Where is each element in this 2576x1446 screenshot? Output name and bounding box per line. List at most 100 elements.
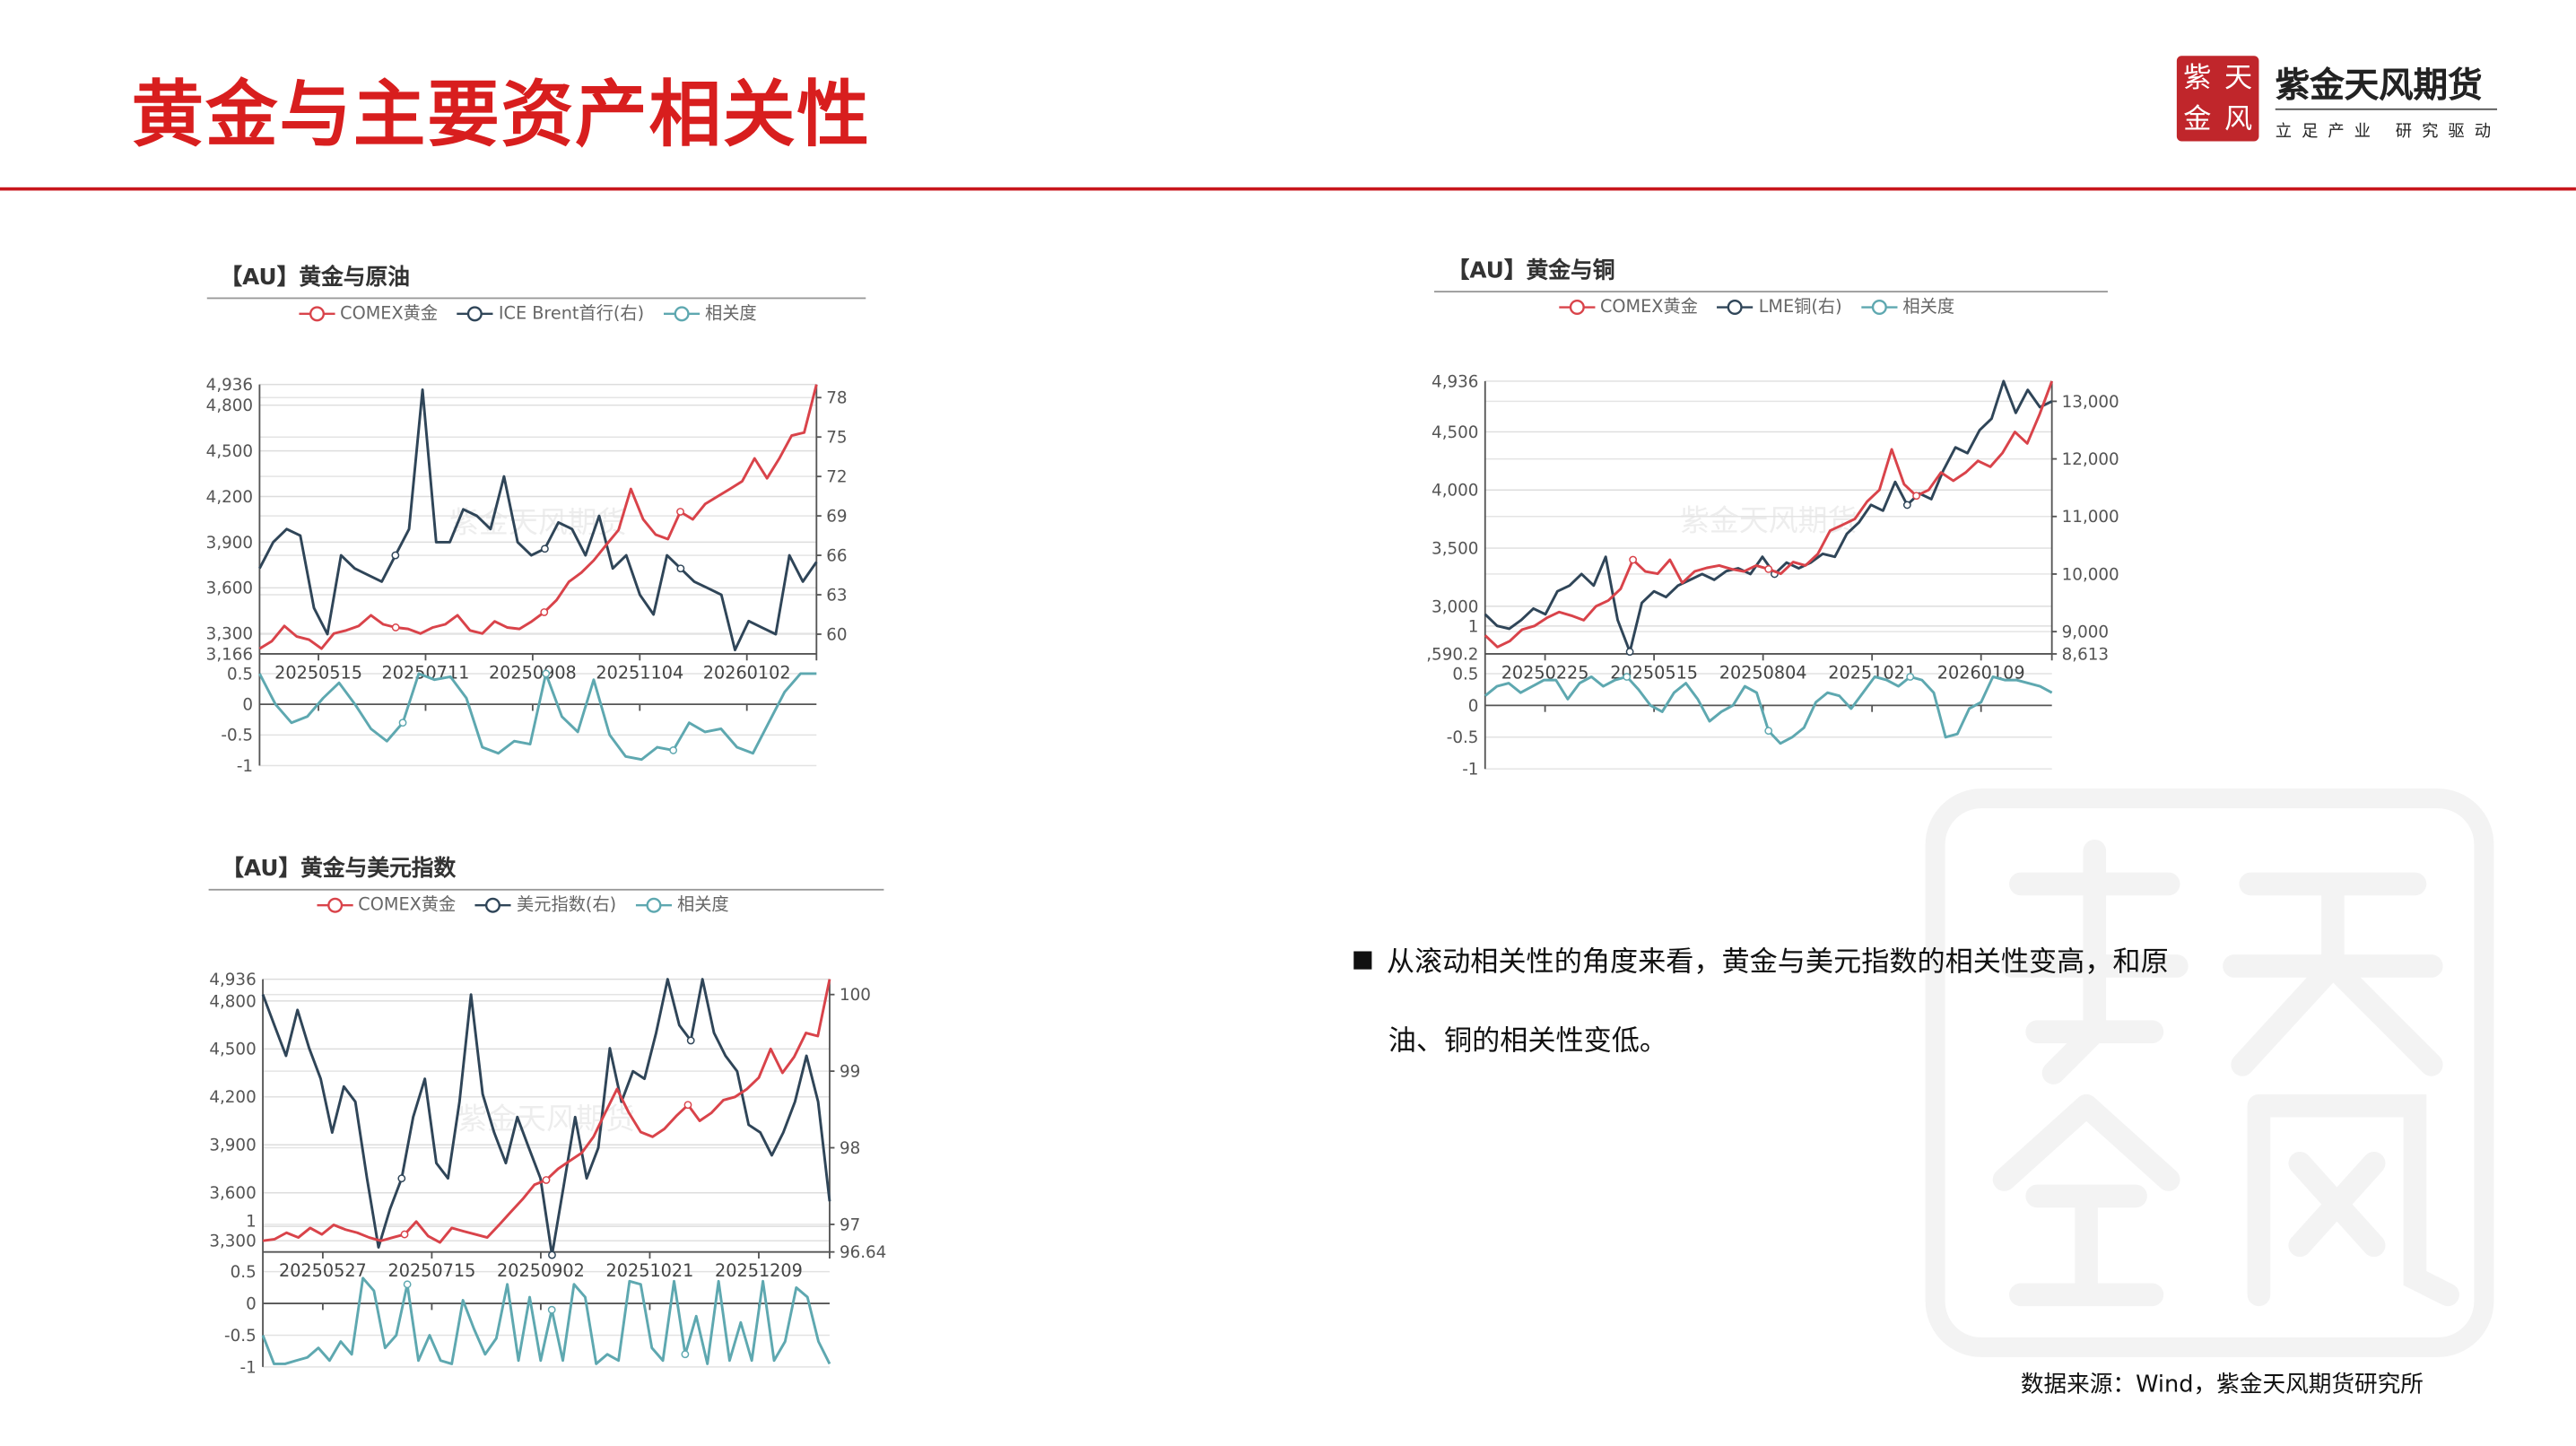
chart-watermark: 紫金天风期货 — [1680, 503, 1858, 538]
series-correlation-line-marker — [1623, 673, 1632, 681]
right-axis-tick-label: 60 — [826, 625, 847, 644]
right-axis-tick-label: 13,000 — [2062, 393, 2119, 412]
right-axis-tick-label: 11,000 — [2062, 508, 2119, 527]
bullet-square-icon — [1353, 951, 1372, 970]
company-logo: 紫 天 金 风 紫金天风期货 立足产业 研究驱动 — [2176, 56, 2505, 148]
legend-label: COMEX黄金 — [340, 303, 439, 324]
legend-marker-icon — [1717, 298, 1754, 315]
chart-title-divider — [208, 888, 884, 891]
page-title: 黄金与主要资产相关性 — [131, 74, 871, 158]
chart-title: 【AU】黄金与原油 — [220, 264, 410, 292]
x-axis-tick-label: 20250527 — [279, 1260, 367, 1281]
legend-marker-icon — [475, 896, 512, 912]
left-axis-tick-label: 4,936 — [206, 376, 253, 395]
series-other-line-marker — [541, 544, 549, 553]
legend-item[interactable]: 相关度 — [636, 893, 729, 917]
legend-item[interactable]: ICE Brent首行(右) — [457, 301, 644, 325]
series-correlation-line — [258, 672, 817, 762]
left-axis-tick-label: 1 — [1468, 617, 1479, 636]
right-axis-tick-label: 100 — [840, 986, 871, 1005]
series-gold-line-marker — [540, 608, 549, 616]
x-axis-tick-label: 20251021 — [1828, 662, 1916, 683]
legend-label: 相关度 — [704, 303, 757, 324]
corr-axis-tick-label: -0.5 — [221, 727, 253, 745]
brand-divider — [2275, 108, 2498, 110]
left-axis-tick-label: 3,000 — [1432, 597, 1478, 616]
series-correlation-line-marker — [398, 719, 407, 727]
series-correlation-line-marker — [1906, 673, 1915, 681]
left-axis-tick-label: 4,200 — [209, 1088, 256, 1107]
header-divider — [0, 187, 2576, 191]
legend-item[interactable]: LME铜(右) — [1717, 294, 1842, 318]
right-axis-tick-label: 69 — [826, 508, 847, 527]
series-correlation-line-marker — [1764, 727, 1773, 736]
x-axis-tick-label: 20250902 — [497, 1260, 585, 1281]
right-axis-tick-label: 98 — [840, 1139, 860, 1158]
legend-label: COMEX黄金 — [1599, 297, 1698, 318]
series-correlation-line-marker — [547, 1305, 556, 1314]
brand-slogan: 立足产业 研究驱动 — [2275, 123, 2502, 142]
analysis-bullet: 从滚动相关性的角度来看，黄金与美元指数的相关性变高，和原 油、铜的相关性变低。 — [1353, 923, 2339, 1081]
right-axis-tick-label: 66 — [826, 546, 847, 565]
series-correlation-line-marker — [542, 669, 551, 678]
legend-marker-icon — [317, 896, 353, 912]
legend-label: 美元指数(右) — [517, 895, 617, 916]
right-axis-tick-label: 63 — [826, 586, 847, 605]
legend-item[interactable]: 相关度 — [664, 301, 757, 325]
legend-label: 相关度 — [1902, 297, 1955, 318]
corr-axis-tick-label: 0.5 — [1452, 665, 1478, 684]
left-axis-tick-label: 4,500 — [206, 442, 253, 461]
right-axis-tick-label: 10,000 — [2062, 565, 2119, 584]
legend-item[interactable]: 美元指数(右) — [475, 893, 616, 917]
left-axis-tick-label: 4,936 — [1432, 372, 1478, 391]
series-gold-line-marker — [391, 623, 400, 632]
chart-title: 【AU】黄金与铜 — [1447, 257, 1615, 284]
left-axis-tick-label: 3,900 — [206, 534, 253, 553]
series-gold-line — [258, 384, 818, 650]
left-axis-tick-label: 4,936 — [209, 971, 256, 989]
legend-item[interactable]: COMEX黄金 — [1559, 294, 1698, 318]
legend-label: COMEX黄金 — [358, 895, 457, 916]
corr-axis-tick-label: 0 — [246, 1294, 257, 1313]
corr-axis-tick-label: 0.5 — [231, 1263, 257, 1282]
seal-char: 金 — [2183, 103, 2212, 137]
legend-item[interactable]: 相关度 — [1861, 294, 1955, 318]
series-gold-line-marker — [1912, 492, 1920, 501]
legend-marker-icon — [1559, 298, 1596, 315]
x-axis-tick-label: 20260109 — [1937, 662, 2025, 683]
legend-marker-icon — [636, 896, 673, 912]
legend-label: ICE Brent首行(右) — [498, 303, 645, 324]
legend-item[interactable]: COMEX黄金 — [299, 301, 438, 325]
series-other-line-marker — [1902, 501, 1911, 510]
right-axis-tick-label: 72 — [826, 468, 847, 487]
chart-title-divider — [206, 297, 866, 300]
left-axis-tick-label: 3,300 — [209, 1233, 256, 1251]
seal-char: 紫 — [2183, 62, 2212, 96]
legend-marker-icon — [299, 305, 335, 321]
legend-label: 相关度 — [676, 895, 729, 916]
brand-name: 紫金天风期货 — [2275, 65, 2483, 106]
series-gold-line-marker — [1629, 555, 1638, 564]
x-axis-tick-label: 20250515 — [1610, 662, 1698, 683]
series-other-line-marker — [391, 551, 400, 560]
corr-axis-tick-label: -1 — [237, 757, 253, 776]
left-axis-tick-label: 4,500 — [1432, 423, 1478, 442]
legend-item[interactable]: COMEX黄金 — [317, 893, 456, 917]
seal-char: 风 — [2224, 103, 2253, 137]
left-axis-tick-label: 4,000 — [1432, 482, 1478, 501]
right-axis-tick-label: 78 — [826, 389, 847, 408]
left-axis-tick-label: 3,600 — [206, 579, 253, 598]
right-axis-tick-label: 8,613 — [2062, 645, 2109, 664]
left-axis-tick-label: 3,300 — [206, 625, 253, 644]
right-axis-tick-label: 96.64 — [840, 1243, 886, 1262]
series-other-line-marker — [676, 564, 685, 573]
seal-watermark-icon — [1925, 788, 2494, 1357]
corr-axis-tick-label: -0.5 — [224, 1327, 257, 1346]
left-axis-tick-label: 3,900 — [209, 1137, 256, 1155]
left-axis-tick-label: 4,800 — [209, 992, 256, 1011]
series-gold-line-marker — [676, 508, 684, 516]
right-axis-tick-label: 75 — [826, 429, 847, 448]
bullet-text-line: 油、铜的相关性变低。 — [1388, 1024, 1668, 1058]
